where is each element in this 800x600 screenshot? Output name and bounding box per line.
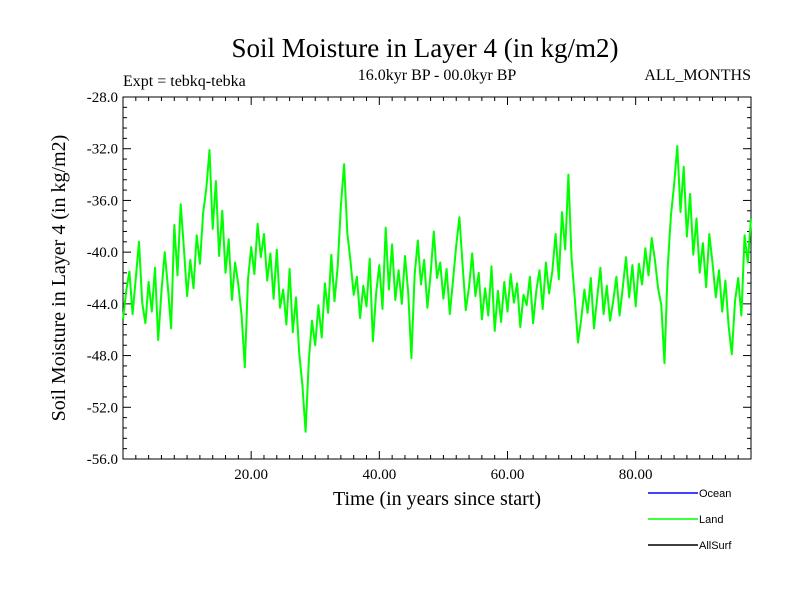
legend-label-land: Land — [699, 514, 723, 526]
chart-title: Soil Moisture in Layer 4 (in kg/m2) — [232, 33, 619, 63]
y-tick-label: -44.0 — [87, 297, 118, 313]
x-tick-label: 40.00 — [362, 467, 396, 483]
y-tick-label: -56.0 — [87, 452, 118, 468]
plot-area-frame — [122, 96, 752, 460]
x-tick-label: 60.00 — [491, 467, 525, 483]
legend-label-allsurf: AllSurf — [699, 540, 732, 552]
y-tick-label: -32.0 — [87, 142, 118, 158]
y-tick-label: -36.0 — [87, 193, 118, 209]
y-minor-ticks — [123, 106, 751, 450]
chart-subtitle-left: Expt = tebkq-tebka — [123, 73, 246, 90]
x-tick-label: 20.00 — [234, 467, 268, 483]
y-axis: -28.0 -32.0 -36.0 -40.0 -44.0 -48.0 -52.0 -56.0 — [87, 90, 751, 468]
legend: Ocean Land AllSurf — [648, 488, 732, 552]
series-group — [122, 145, 752, 433]
series-line-land — [122, 145, 752, 433]
y-tick-label: -28.0 — [87, 90, 118, 106]
x-axis-label: Time (in years since start) — [333, 488, 541, 510]
legend-label-ocean: Ocean — [699, 488, 731, 500]
x-axis: 20.00 40.00 60.00 80.00 — [234, 97, 653, 483]
y-tick-label: -48.0 — [87, 349, 118, 365]
y-tick-label: -52.0 — [87, 400, 118, 416]
x-minor-ticks — [135, 97, 739, 459]
chart-subtitle-center: 16.0kyr BP - 00.0kyr BP — [358, 67, 517, 84]
y-tick-label: -40.0 — [87, 245, 118, 261]
y-axis-label: Soil Moisture in Layer 4 (in kg/m2) — [48, 135, 70, 422]
chart-subtitle-right: ALL_MONTHS — [644, 67, 751, 84]
x-tick-label: 80.00 — [619, 467, 653, 483]
